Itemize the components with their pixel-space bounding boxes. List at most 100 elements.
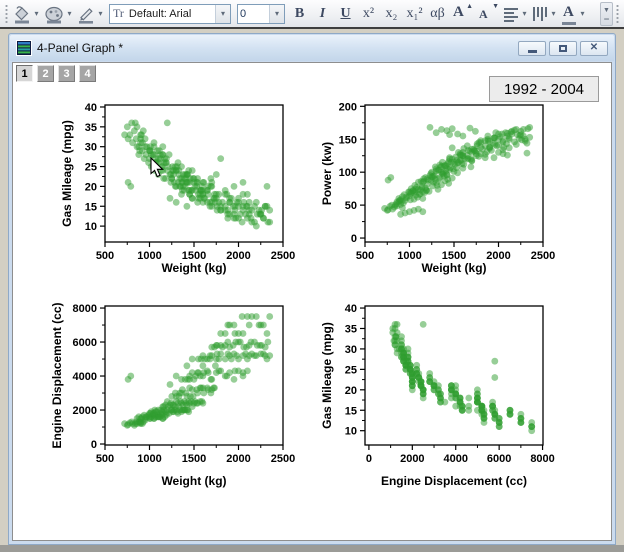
palette-icon: [45, 6, 63, 24]
toolbar-overflow-button[interactable]: ▼ ▁: [600, 1, 613, 26]
panel-tab-3[interactable]: 3: [58, 65, 75, 82]
close-button[interactable]: ✕: [580, 40, 608, 56]
overflow-chevron-icon: ▼: [603, 6, 610, 14]
svg-text:Engine Displacement (cc): Engine Displacement (cc): [50, 302, 64, 448]
superscript-button[interactable]: x²: [357, 3, 380, 25]
svg-text:2000: 2000: [486, 250, 510, 262]
font-size-value: 0: [240, 7, 247, 20]
font-size-dropdown[interactable]: ▾: [269, 4, 284, 23]
svg-text:4000: 4000: [443, 453, 467, 465]
svg-text:0: 0: [366, 453, 372, 465]
mouse-cursor-icon: [150, 157, 164, 178]
down-arrow-icon: ▼: [492, 2, 499, 10]
subsuperscript-button[interactable]: x₁²: [403, 3, 426, 25]
panel-tabs: 1 2 3 4: [16, 65, 96, 82]
scatter-panel-mpg-vs-weight[interactable]: 500 1000 1500 2000 2500 10 15 20 25 30 35 40 Weight …: [41, 101, 296, 281]
font-color-button[interactable]: A ▾: [559, 3, 588, 25]
pencil-icon: [79, 8, 93, 24]
svg-text:15: 15: [345, 405, 357, 417]
alignment-dropdown[interactable]: ▾: [522, 9, 527, 18]
svg-text:8000: 8000: [530, 453, 554, 465]
year-range-label[interactable]: 1992 - 2004: [489, 76, 599, 102]
vertical-text-dropdown[interactable]: ▾: [551, 9, 556, 18]
svg-text:200: 200: [339, 101, 357, 113]
graph-window: 4-Panel Graph * ✕ 1 2 3 4 1992 - 2004 50…: [8, 33, 616, 545]
alignment-button[interactable]: ▾: [501, 3, 530, 25]
svg-text:500: 500: [356, 250, 374, 262]
panel-tab-4[interactable]: 4: [79, 65, 96, 82]
vertical-text-button[interactable]: ▾: [530, 3, 559, 25]
fill-color-button[interactable]: ▾: [11, 3, 42, 25]
restore-icon: [559, 44, 567, 52]
fill-color-dropdown[interactable]: ▾: [34, 9, 39, 18]
font-size-combo[interactable]: 0 ▾: [237, 3, 285, 24]
svg-text:1500: 1500: [182, 453, 206, 465]
font-color-dropdown[interactable]: ▾: [580, 9, 585, 18]
svg-text:35: 35: [85, 122, 97, 134]
svg-text:10: 10: [345, 426, 357, 438]
svg-text:150: 150: [339, 134, 357, 146]
svg-text:2500: 2500: [271, 453, 295, 465]
svg-text:6000: 6000: [73, 337, 97, 349]
window-title: 4-Panel Graph *: [37, 41, 124, 55]
svg-text:1500: 1500: [442, 250, 466, 262]
svg-text:2000: 2000: [73, 405, 97, 417]
palette-button[interactable]: ▾: [42, 3, 75, 25]
font-combo-value: Default: Arial: [128, 7, 192, 20]
font-combo-dropdown[interactable]: ▾: [215, 4, 230, 23]
toolbar-grip[interactable]: [4, 3, 9, 24]
italic-button[interactable]: I: [311, 3, 334, 25]
svg-text:20: 20: [85, 181, 97, 193]
svg-text:1000: 1000: [397, 250, 421, 262]
bold-button[interactable]: B: [288, 3, 311, 25]
svg-text:25: 25: [85, 162, 97, 174]
window-titlebar[interactable]: 4-Panel Graph * ✕: [10, 35, 614, 61]
subscript-button[interactable]: x₂: [380, 3, 403, 25]
restore-button[interactable]: [549, 40, 577, 56]
graph-window-icon: [16, 40, 32, 56]
panel-tab-1[interactable]: 1: [16, 65, 33, 82]
greek-button[interactable]: αβ: [426, 3, 449, 25]
line-color-dropdown[interactable]: ▾: [98, 9, 103, 18]
svg-text:0: 0: [351, 233, 357, 245]
svg-text:500: 500: [96, 453, 114, 465]
svg-text:Power (kw): Power (kw): [320, 142, 334, 205]
scatter-panel-displacement-vs-weight[interactable]: 500 1000 1500 2000 2500 0 2000 4000 6000 8000 Weig…: [41, 302, 296, 494]
svg-text:2000: 2000: [226, 453, 250, 465]
svg-text:Engine Displacement (cc): Engine Displacement (cc): [381, 474, 527, 488]
svg-text:Gas Mileage (mpg): Gas Mileage (mpg): [60, 120, 74, 227]
align-lines-icon: [504, 7, 518, 22]
svg-text:4000: 4000: [73, 371, 97, 383]
panel-tab-2[interactable]: 2: [37, 65, 54, 82]
line-color-button[interactable]: ▾: [75, 3, 106, 25]
decrease-font-button[interactable]: A ▼: [475, 3, 501, 25]
svg-text:Gas Mileage (mpg): Gas Mileage (mpg): [320, 322, 334, 429]
svg-text:10: 10: [85, 221, 97, 233]
palette-dropdown[interactable]: ▾: [67, 9, 72, 18]
svg-text:Weight (kg): Weight (kg): [161, 474, 226, 488]
toolbar-grip-right[interactable]: [615, 3, 620, 24]
svg-text:2000: 2000: [226, 250, 250, 262]
font-combo[interactable]: Tr Default: Arial ▾: [109, 3, 231, 24]
increase-font-button[interactable]: A ▲: [449, 3, 475, 25]
up-arrow-icon: ▲: [466, 2, 473, 10]
svg-text:1000: 1000: [137, 453, 161, 465]
minimize-icon: [527, 49, 537, 53]
svg-text:40: 40: [345, 303, 357, 315]
svg-text:8000: 8000: [73, 303, 97, 315]
svg-text:1000: 1000: [137, 250, 161, 262]
svg-text:30: 30: [345, 344, 357, 356]
scatter-panel-power-vs-weight[interactable]: 500 1000 1500 2000 2500 0 50 100 150 200 Weight (k…: [301, 101, 556, 281]
svg-text:15: 15: [85, 201, 97, 213]
scatter-panel-mpg-vs-displacement[interactable]: 0 2000 4000 6000 8000 10 15 20 25 30 35 40 Engine Di…: [301, 302, 556, 494]
svg-text:Weight (kg): Weight (kg): [161, 261, 226, 275]
svg-text:2000: 2000: [400, 453, 424, 465]
svg-text:20: 20: [345, 385, 357, 397]
underline-button[interactable]: U: [334, 3, 357, 25]
format-toolbar: ▾ ▾ ▾ Tr Default: Arial ▾ 0: [0, 0, 624, 29]
font-icon: Tr: [113, 6, 124, 20]
vertical-lines-icon: [533, 6, 547, 21]
minimize-button[interactable]: [518, 40, 546, 56]
workspace-bottom-edge: [0, 545, 624, 552]
